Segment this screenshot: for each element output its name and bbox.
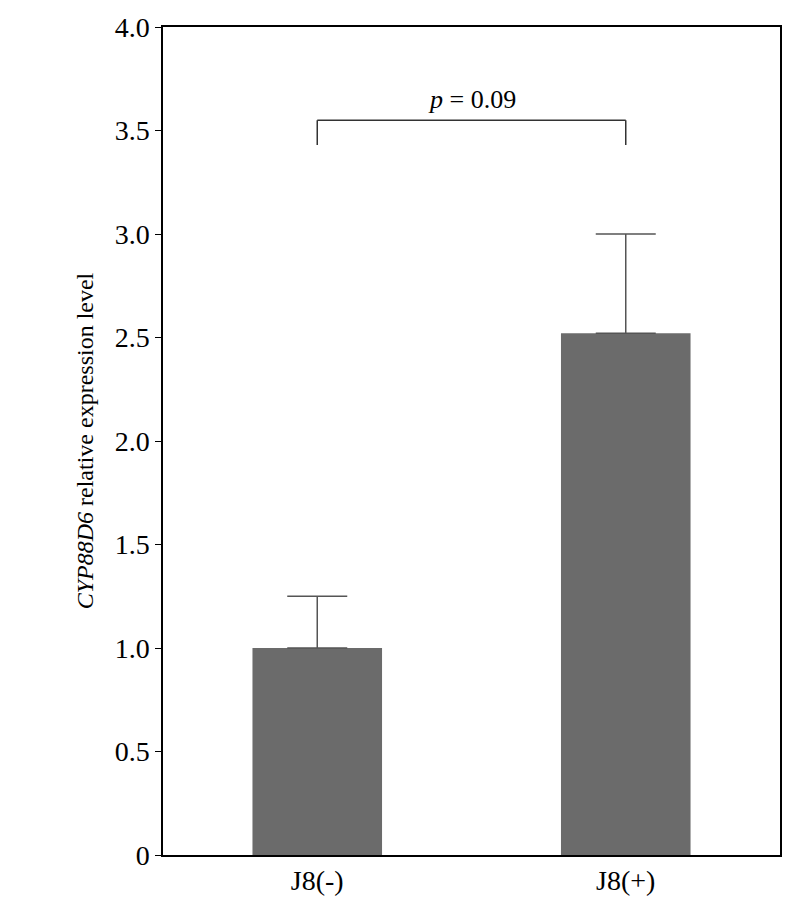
svg-text:0.5: 0.5 <box>115 736 150 767</box>
svg-text:p = 0.09: p = 0.09 <box>428 85 516 114</box>
svg-text:J8(-): J8(-) <box>291 865 344 896</box>
svg-text:3.0: 3.0 <box>115 219 150 250</box>
svg-text:3.5: 3.5 <box>115 115 150 146</box>
svg-text:1.0: 1.0 <box>115 633 150 664</box>
svg-text:0: 0 <box>136 840 150 871</box>
svg-text:CYP88D6 relative expression le: CYP88D6 relative expression level <box>72 272 98 609</box>
svg-text:1.5: 1.5 <box>115 529 150 560</box>
svg-text:4.0: 4.0 <box>115 12 150 43</box>
svg-text:J8(+): J8(+) <box>596 865 655 896</box>
svg-text:2.5: 2.5 <box>115 322 150 353</box>
svg-text:2.0: 2.0 <box>115 426 150 457</box>
